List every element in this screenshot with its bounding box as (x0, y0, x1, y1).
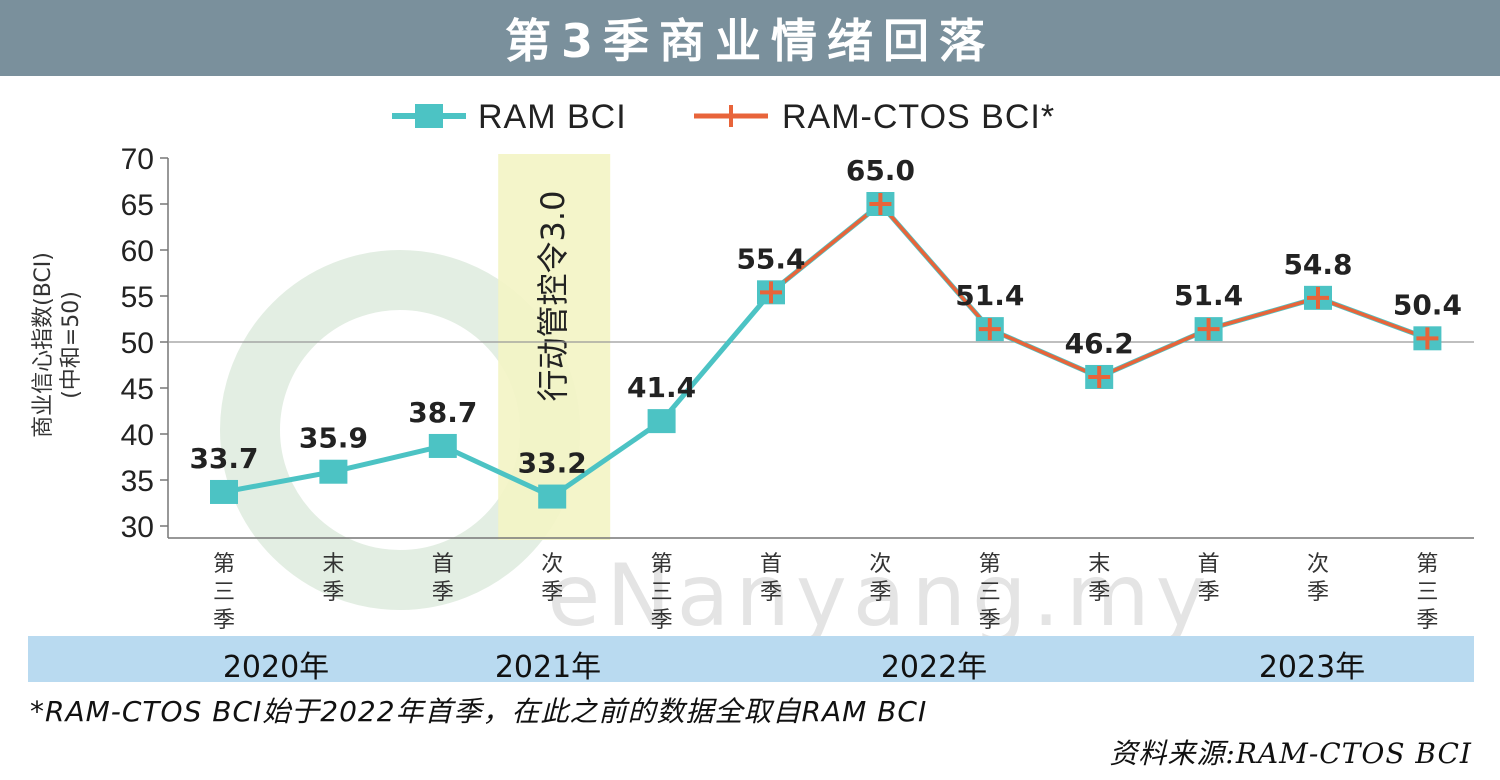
data-label: 33.7 (189, 442, 258, 475)
x-tick-label: 第 (979, 552, 1001, 577)
year-label-2022: 2022年 (880, 650, 988, 685)
x-tick-label: 季 (213, 608, 235, 633)
x-tick-label: 季 (760, 580, 782, 605)
x-tick-label: 季 (541, 580, 563, 605)
watermark-text: eNanyang.my (547, 546, 1212, 636)
x-tick-label: 季 (322, 580, 344, 605)
legend-marker-ram-ctos-bci (720, 105, 742, 127)
source-note: 资料来源:RAM-CTOS BCI (1109, 737, 1472, 770)
marker-ram-bci (538, 484, 567, 509)
x-tick-label: 首 (1198, 552, 1220, 577)
x-tick-label: 季 (869, 580, 891, 605)
x-tick-label: 三 (979, 580, 1001, 605)
x-tick-label: 第 (651, 552, 673, 577)
data-label: 54.8 (1283, 248, 1352, 281)
x-tick-label: 次 (1307, 552, 1329, 577)
marker-ram-ctos-bci (1307, 286, 1329, 309)
marker-ram-ctos-bci (1088, 365, 1111, 388)
x-tick-label: 季 (651, 608, 673, 633)
marker-ram-bci (428, 433, 457, 458)
x-tick-label: 第 (1416, 552, 1438, 577)
data-label: 35.9 (299, 422, 368, 455)
marker-ram-bci (210, 479, 238, 504)
y-axis-subtitle: (中和=50) (59, 291, 84, 399)
data-label: 50.4 (1393, 288, 1462, 321)
x-tick-label: 三 (651, 580, 673, 605)
y-tick-label: 35 (121, 465, 154, 498)
x-tick-label: 季 (432, 580, 454, 605)
legend-marker-ram-bci (415, 104, 443, 128)
y-tick-label: 40 (121, 419, 154, 452)
data-label: 38.7 (408, 396, 477, 429)
y-tick-label: 70 (121, 143, 154, 176)
legend-label-ram-ctos-bci: RAM-CTOS BCI* (782, 98, 1055, 136)
x-tick-label: 第 (213, 552, 235, 577)
year-label-2021: 2021年 (494, 650, 602, 685)
marker-ram-ctos-bci (869, 193, 892, 215)
data-label: 41.4 (627, 371, 696, 404)
data-label: 55.4 (736, 242, 805, 275)
year-band: 2020年 2021年 2022年 2023年 (28, 636, 1474, 685)
marker-ram-ctos-bci (1197, 318, 1220, 341)
x-tick-label: 首 (432, 552, 454, 577)
x-tick-label: 季 (979, 608, 1001, 633)
title-bar: 第3季商业情绪回落 (0, 0, 1500, 76)
y-tick-label: 65 (121, 189, 154, 222)
data-label: 51.4 (955, 279, 1024, 312)
legend-label-ram-bci: RAM BCI (478, 98, 627, 136)
y-axis-title: 商业信心指数(BCI) (31, 252, 56, 438)
highlight-label: 行动管控令3.0 (534, 191, 572, 402)
highlight-band (498, 154, 611, 540)
x-tick-label: 三 (1416, 580, 1438, 605)
footnote: *RAM-CTOS BCI始于2022年首季，在此之前的数据全取自RAM BCI (30, 695, 928, 728)
chart-title: 第3季商业情绪回落 (504, 14, 995, 68)
marker-ram-bci (647, 409, 676, 434)
x-tick-label: 季 (1088, 580, 1110, 605)
year-label-2023: 2023年 (1258, 650, 1366, 685)
y-tick-label: 45 (121, 373, 154, 406)
x-tick-label: 末 (1088, 552, 1110, 577)
x-tick-label: 季 (1198, 580, 1220, 605)
marker-ram-ctos-bci (1416, 327, 1439, 350)
data-label: 46.2 (1065, 327, 1134, 360)
x-tick-label: 三 (213, 580, 235, 605)
x-tick-label: 季 (1307, 580, 1329, 605)
x-tick-label: 季 (1416, 608, 1438, 633)
y-tick-label: 55 (121, 281, 154, 314)
year-label-2020: 2020年 (222, 650, 330, 685)
y-tick-label: 30 (121, 511, 154, 544)
chart-area: eNanyang.my 行动管控令3.0 30 35 40 45 50 55 60 65 70 商业信… (31, 98, 1474, 636)
data-label: 51.4 (1174, 279, 1243, 312)
y-tick-label: 50 (121, 327, 154, 360)
x-tick-label: 首 (760, 552, 782, 577)
x-tick-label: 末 (322, 552, 344, 577)
data-label: 65.0 (846, 154, 915, 187)
marker-ram-bci (319, 459, 348, 484)
marker-ram-ctos-bci (978, 318, 1001, 341)
x-tick-label: 次 (541, 552, 563, 577)
marker-ram-ctos-bci (760, 281, 782, 304)
data-label: 33.2 (518, 447, 587, 480)
x-tick-label: 次 (869, 552, 891, 577)
y-tick-label: 60 (121, 235, 154, 268)
